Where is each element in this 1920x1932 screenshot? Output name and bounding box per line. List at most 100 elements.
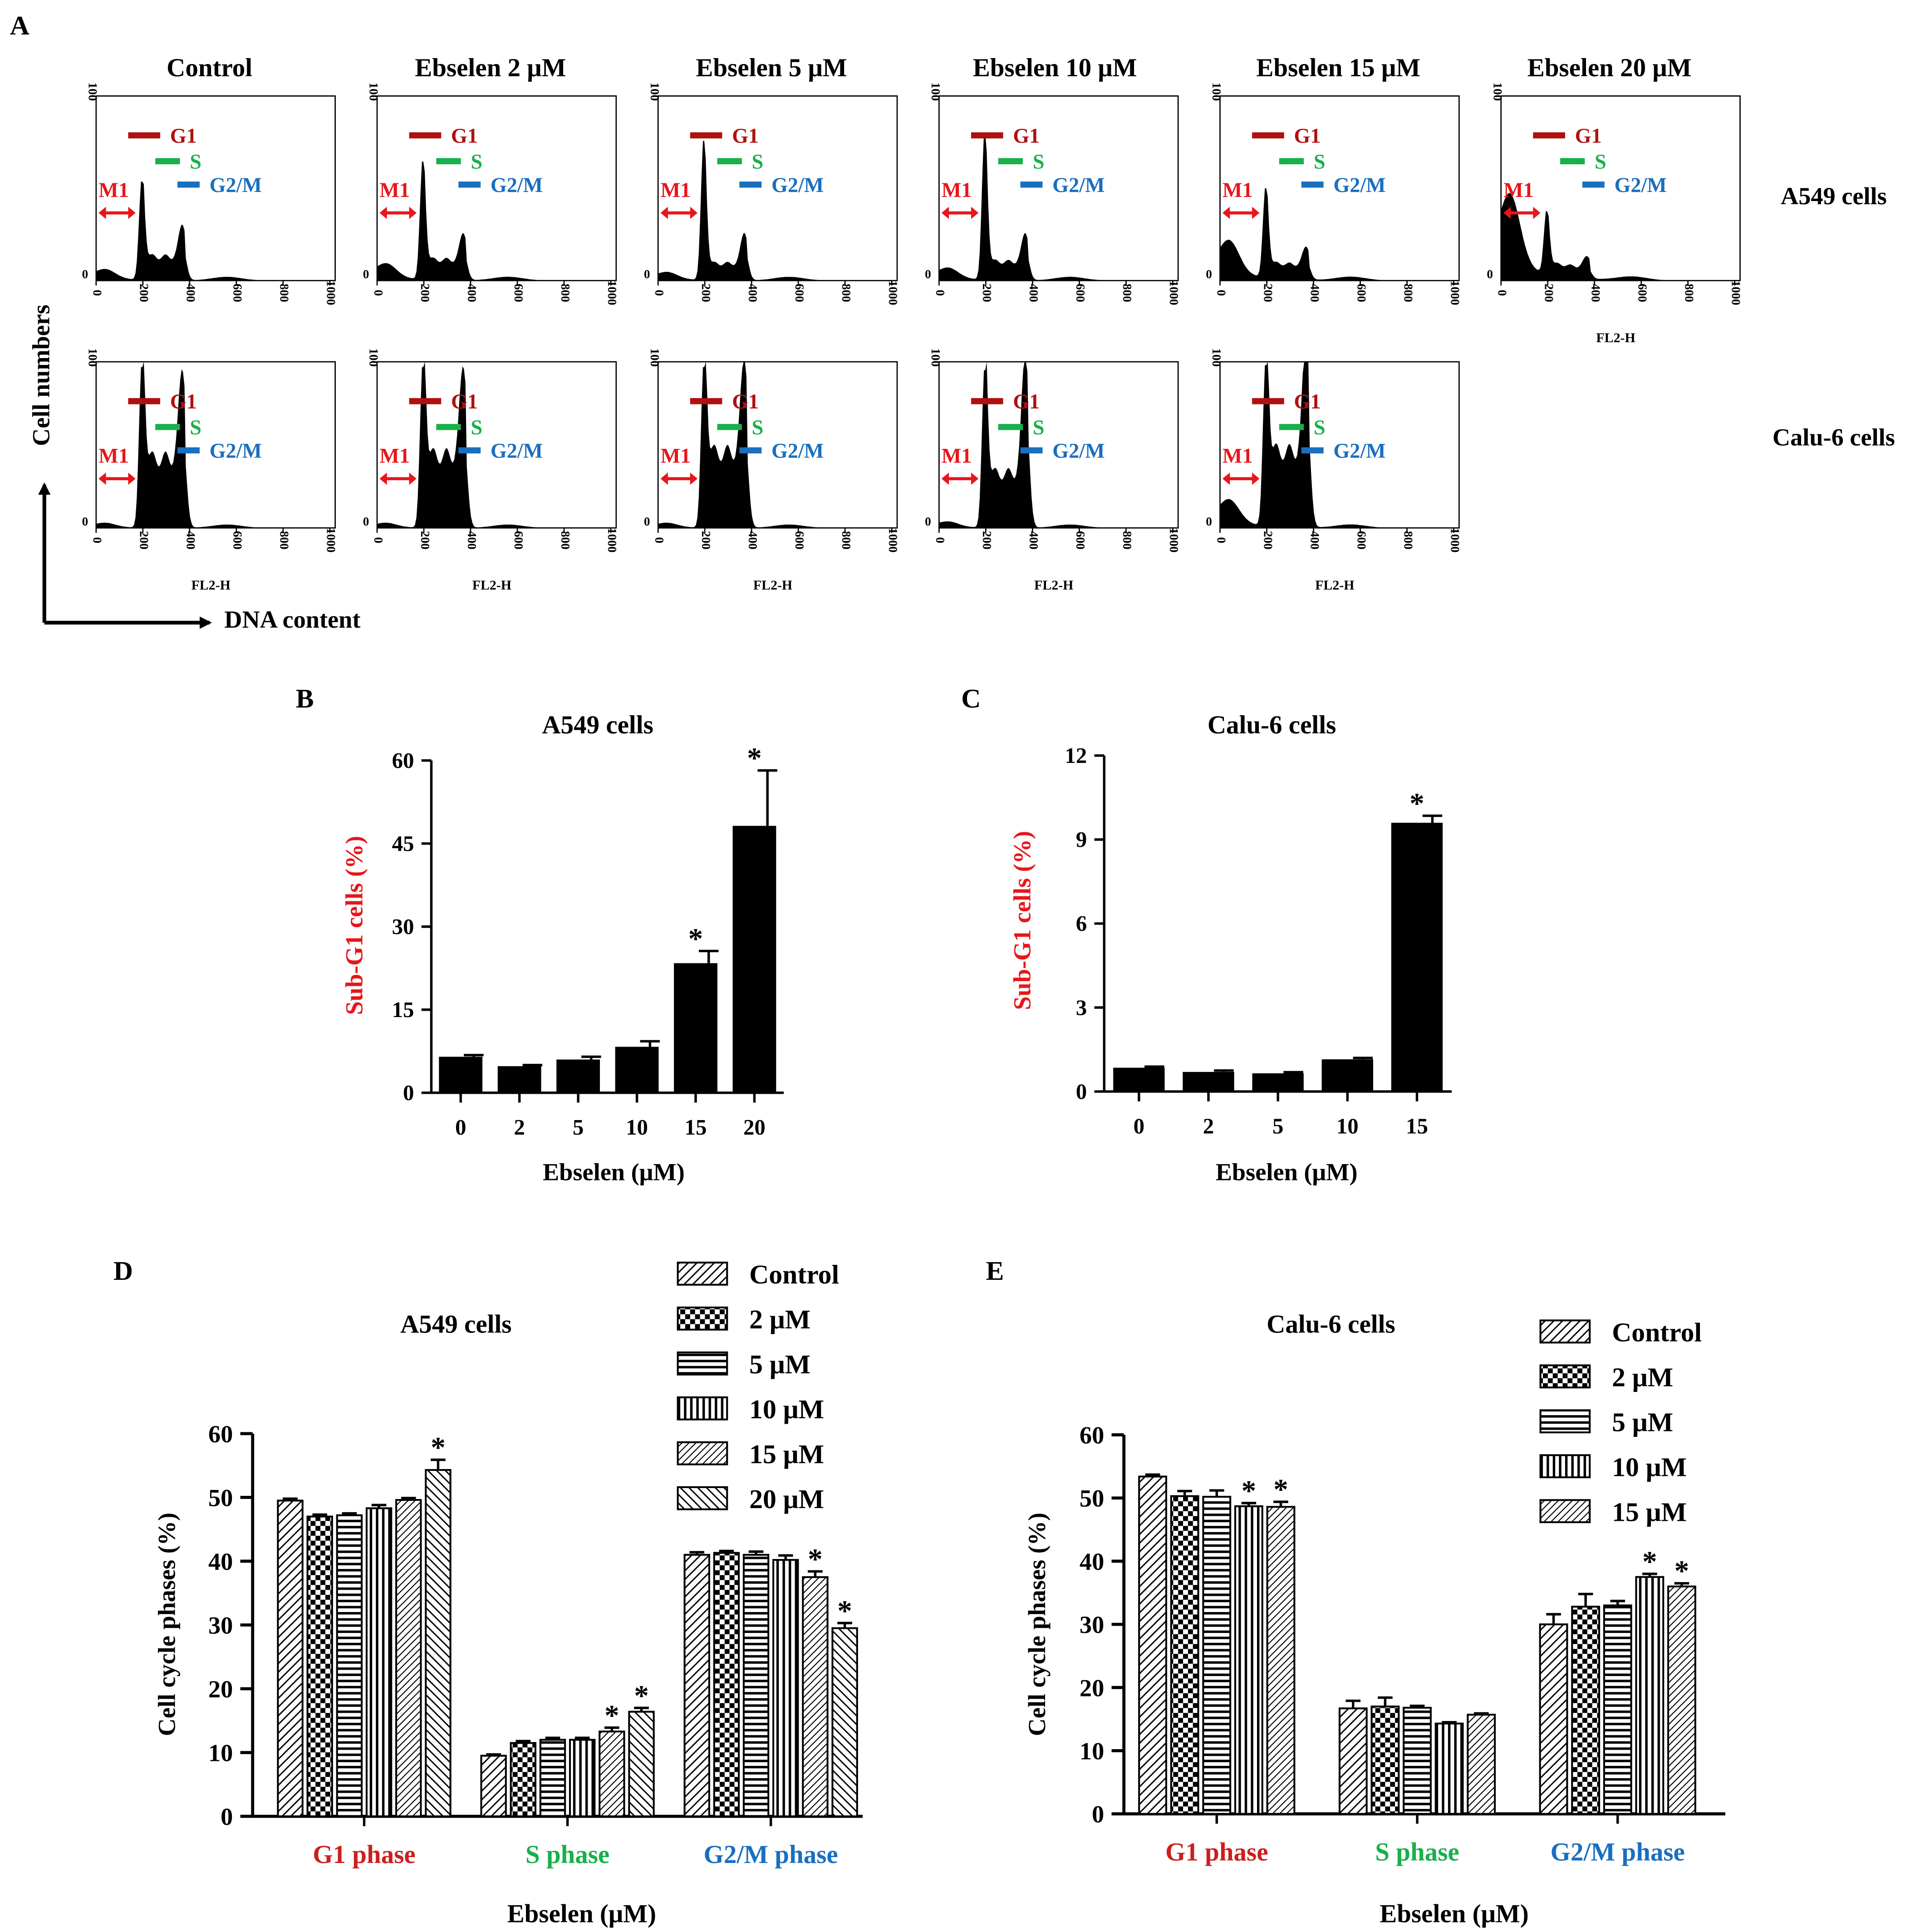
histogram-title-15um: Ebselen 15 μM bbox=[1256, 54, 1420, 82]
bar bbox=[674, 963, 717, 1093]
significance-marker: * bbox=[1642, 1545, 1657, 1578]
histogram-area bbox=[939, 362, 1179, 528]
gate-s-label: S bbox=[1314, 150, 1326, 173]
bar bbox=[599, 1730, 625, 1818]
bar bbox=[539, 1739, 566, 1818]
histogram-xtick: 200 bbox=[418, 531, 432, 550]
significance-marker: * bbox=[747, 742, 762, 775]
gate-m1-arrowheads bbox=[1222, 472, 1260, 485]
bar bbox=[742, 1553, 770, 1818]
histogram-xtick: 400 bbox=[1308, 531, 1321, 550]
significance-marker: * bbox=[837, 1595, 852, 1627]
histogram-xtick: 200 bbox=[699, 531, 713, 550]
bar bbox=[510, 1742, 536, 1818]
histogram-ytick: 100 bbox=[86, 83, 100, 101]
histogram-area bbox=[1220, 362, 1459, 528]
gate-g2m-label: G2/M bbox=[771, 173, 824, 197]
bar bbox=[1266, 1506, 1296, 1815]
histogram-ytick: 0 bbox=[925, 267, 931, 281]
histogram-xtick: 400 bbox=[1027, 284, 1041, 302]
histogram-ytick: 0 bbox=[925, 515, 931, 528]
histogram-title-20um: Ebselen 20 μM bbox=[1527, 54, 1692, 82]
x-category-label: G1 phase bbox=[1165, 1838, 1268, 1867]
gate-g2m-label: G2/M bbox=[210, 439, 262, 462]
histogram-ytick: 0 bbox=[82, 267, 88, 281]
significance-marker: * bbox=[1409, 787, 1424, 820]
legend-label: Control bbox=[1612, 1317, 1702, 1347]
bar bbox=[1434, 1722, 1464, 1815]
histogram-xtick: 0 bbox=[1495, 290, 1509, 296]
histogram-xtick: 0 bbox=[933, 290, 947, 296]
histogram-xlabel: FL2-H bbox=[192, 578, 231, 593]
gate-s-label: S bbox=[190, 416, 201, 439]
row-label-calu6: Calu-6 cells bbox=[1773, 424, 1895, 451]
histogram-area bbox=[377, 162, 616, 281]
bar bbox=[628, 1711, 655, 1818]
y-tick-label: 20 bbox=[208, 1676, 233, 1703]
gate-m1-arrowheads bbox=[660, 206, 698, 219]
histogram-xtick: 600 bbox=[512, 284, 525, 302]
histogram-xtick: 1000 bbox=[1167, 528, 1181, 552]
bar bbox=[1202, 1495, 1232, 1815]
y-tick-label: 60 bbox=[392, 748, 414, 773]
legend-label: 15 μM bbox=[749, 1439, 824, 1469]
gate-g2m-label: G2/M bbox=[210, 173, 262, 197]
histogram-xtick: 0 bbox=[653, 290, 666, 296]
histogram-ytick: 100 bbox=[929, 348, 943, 367]
y-tick-label: 0 bbox=[1092, 1801, 1104, 1828]
histogram-title-5um: Ebselen 5 μM bbox=[696, 54, 847, 82]
y-tick-label: 0 bbox=[221, 1803, 233, 1830]
gate-g1-label: G1 bbox=[170, 390, 197, 413]
legend-swatch bbox=[1539, 1319, 1591, 1344]
gate-g2m-label: G2/M bbox=[1052, 439, 1105, 462]
panel-label-a: A bbox=[10, 10, 29, 40]
histogram-xtick: 200 bbox=[137, 284, 151, 302]
significance-marker: * bbox=[1674, 1555, 1689, 1588]
histogram-area bbox=[96, 182, 335, 281]
legend-swatch bbox=[677, 1261, 728, 1286]
bar bbox=[802, 1576, 829, 1818]
panel-label-c: C bbox=[961, 683, 981, 713]
bar bbox=[1635, 1576, 1665, 1815]
gate-m1-label: M1 bbox=[1503, 178, 1534, 202]
panel-a-histograms: Control Ebselen 2 μM Ebselen 5 μM Ebsele… bbox=[28, 54, 1895, 633]
y-tick-label: 0 bbox=[1076, 1079, 1087, 1104]
gate-g1-label: G1 bbox=[1294, 124, 1321, 147]
bar bbox=[336, 1514, 363, 1818]
legend-swatch bbox=[677, 1441, 728, 1465]
histogram-ytick: 100 bbox=[1210, 348, 1223, 367]
histogram-area bbox=[1220, 188, 1459, 281]
histogram-ytick: 0 bbox=[363, 267, 369, 281]
y-tick-label: 30 bbox=[208, 1612, 233, 1639]
panel-label-b: B bbox=[296, 683, 314, 713]
histogram-xlabel: FL2-H bbox=[1596, 330, 1635, 345]
chart-b-ylabel: Sub-G1 cells (%) bbox=[340, 836, 368, 1015]
histogram-xtick: 0 bbox=[91, 537, 104, 544]
histogram-xtick: 0 bbox=[1214, 290, 1228, 296]
histogram-area bbox=[377, 362, 616, 528]
chart-d: A549 cells Cell cycle phases (%) Ebselen… bbox=[153, 1259, 863, 1928]
gate-m1-label: M1 bbox=[379, 444, 410, 467]
y-tick-label: 6 bbox=[1076, 911, 1087, 936]
x-tick-label: 2 bbox=[514, 1115, 525, 1140]
x-tick-label: 15 bbox=[685, 1115, 707, 1140]
x-tick-label: 20 bbox=[743, 1115, 766, 1140]
bar bbox=[277, 1499, 304, 1818]
y-tick-label: 30 bbox=[392, 914, 414, 939]
histogram-ytick: 0 bbox=[1206, 515, 1212, 528]
histogram-area bbox=[939, 133, 1179, 281]
legend-label: 5 μM bbox=[749, 1349, 810, 1379]
histogram-xtick: 600 bbox=[512, 531, 525, 550]
bar bbox=[1170, 1495, 1199, 1815]
y-tick-label: 3 bbox=[1076, 995, 1087, 1020]
x-category-label: S phase bbox=[1375, 1838, 1459, 1867]
histogram-xtick: 800 bbox=[559, 531, 572, 550]
chart-c: Calu-6 cells Sub-G1 cells (%) Ebselen (μ… bbox=[1008, 711, 1452, 1185]
gate-s-label: S bbox=[752, 416, 764, 439]
y-tick-label: 30 bbox=[1080, 1611, 1104, 1638]
histogram-xtick: 1000 bbox=[1167, 280, 1181, 305]
